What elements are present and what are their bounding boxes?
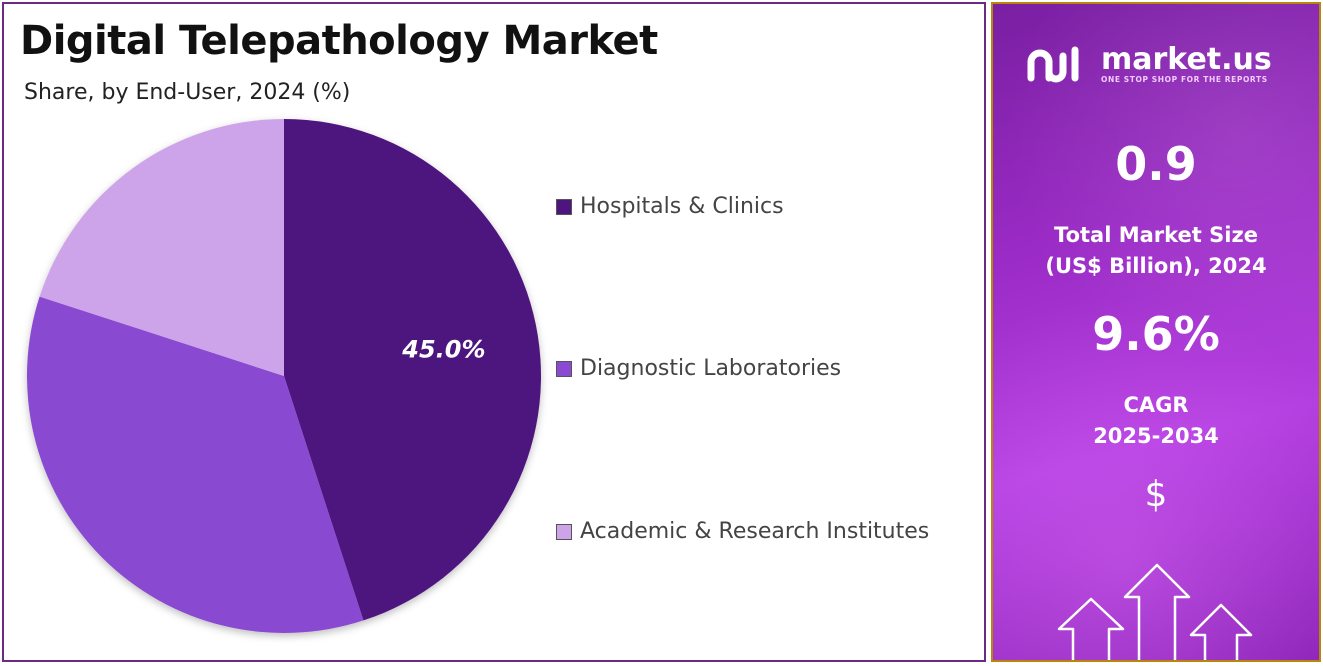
pie-data-label-1: 45.0% xyxy=(401,336,485,364)
legend-item-2: Diagnostic Laboratories xyxy=(556,356,841,381)
legend-swatch-2 xyxy=(556,360,572,377)
pie-slice-2 xyxy=(26,296,364,633)
logo-name: market.us xyxy=(1101,41,1272,77)
legend-label-3: Academic & Research Institutes xyxy=(580,519,930,544)
legend-swatch-1 xyxy=(556,198,572,215)
legend-item-3: Academic & Research Institutes xyxy=(556,519,929,544)
pie-chart: 45.0% xyxy=(26,119,542,633)
chart-subtitle: Share, by End-User, 2024 (%) xyxy=(24,80,351,105)
brand-logo: market.us ONE STOP SHOP FOR THE REPORTS xyxy=(1027,44,1272,84)
cagr-value: 9.6% xyxy=(1092,307,1220,361)
chart-title: Digital Telepathology Market xyxy=(20,18,658,64)
legend-label-1: Hospitals & Clinics xyxy=(580,194,784,219)
summary-panel: market.us ONE STOP SHOP FOR THE REPORTS … xyxy=(991,2,1321,662)
growth-arrows-icon xyxy=(1057,563,1253,660)
logo-tagline: ONE STOP SHOP FOR THE REPORTS xyxy=(1101,74,1268,84)
market-size-label-line2: (US$ Billion), 2024 xyxy=(1045,254,1267,278)
market-size-value: 0.9 xyxy=(1115,137,1197,191)
cagr-label-line2: 2025-2034 xyxy=(1093,424,1219,448)
market-size-label-line1: Total Market Size xyxy=(1054,223,1258,247)
dollar-icon: $ xyxy=(1144,474,1168,515)
pie-slice-1 xyxy=(284,119,542,621)
pie-slice-3 xyxy=(39,119,284,376)
legend-item-1: Hospitals & Clinics xyxy=(556,194,784,219)
logo-icon xyxy=(1027,46,1079,83)
chart-panel: Digital Telepathology Market Share, by E… xyxy=(2,2,986,662)
legend-label-2: Diagnostic Laboratories xyxy=(580,356,842,381)
legend-swatch-3 xyxy=(556,523,572,540)
cagr-label-line1: CAGR xyxy=(1123,393,1189,417)
